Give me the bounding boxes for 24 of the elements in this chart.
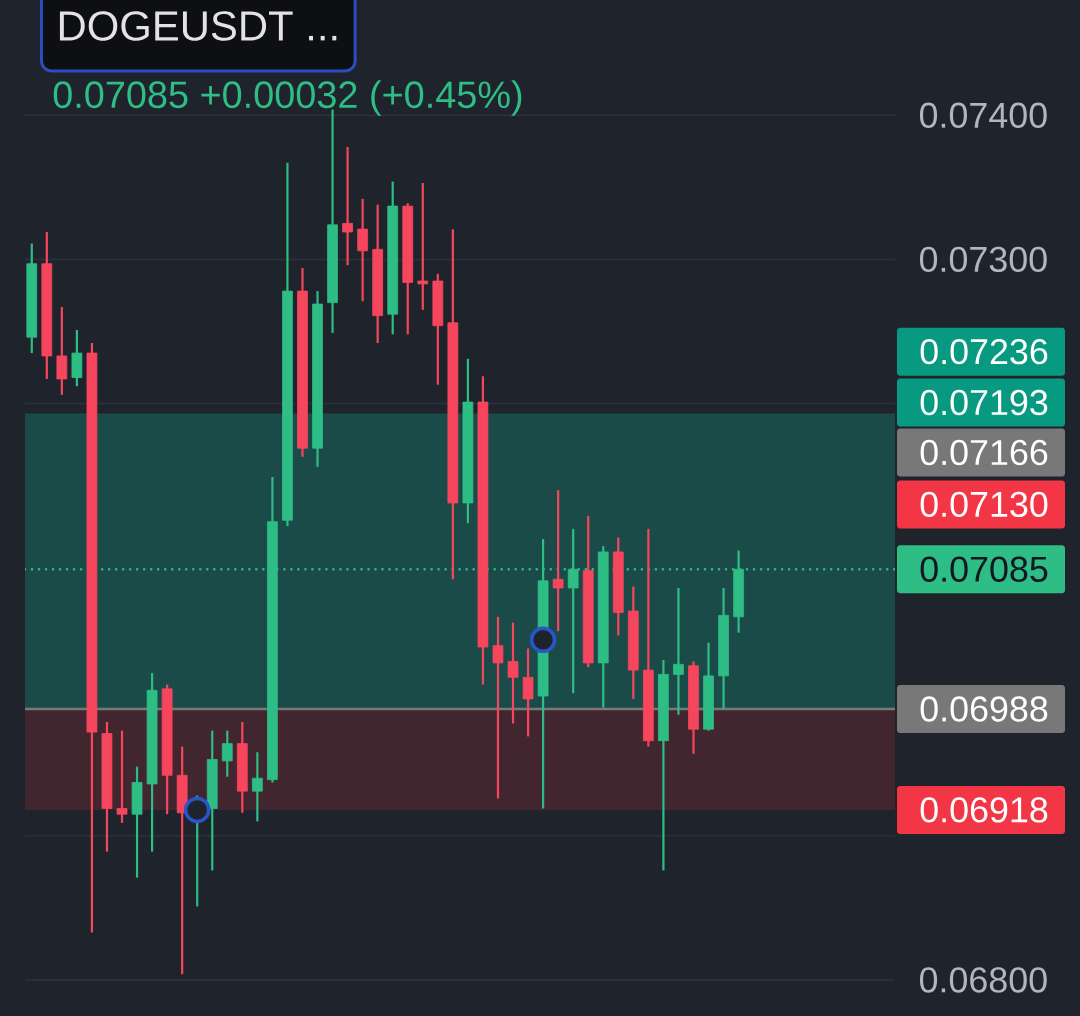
candlestick [357,197,368,303]
candlestick [507,621,519,725]
candlestick [522,647,534,738]
y-tick-label: 0.07400 [919,102,1047,128]
candlestick [342,145,353,267]
y-tick-label: 0.07300 [919,246,1047,273]
candlestick [673,586,684,716]
ref-line-label: 0.06988 [920,696,1048,722]
candlestick [492,615,504,800]
candlestick [252,751,263,823]
y2-tick-label: 0.07130 [920,491,1048,518]
band-label: 0.07193 [920,389,1048,416]
ref-line-label: 0.07085 [920,556,1048,582]
candlestick [56,305,68,396]
chart-title: DOGEUSDT ... [59,11,337,41]
y-tick-label: 0.06800 [919,967,1047,993]
y2-tick-label: 0.07236 [920,338,1048,365]
y2-tick-label: 0.07166 [920,439,1048,466]
candlestick [552,488,564,633]
candlestick [417,181,429,311]
candlestick [221,729,233,778]
band-label: 0.06918 [920,797,1048,823]
text: 0.07085 +0.00032 (+0.45%) [53,80,522,116]
candlestick [116,729,128,824]
